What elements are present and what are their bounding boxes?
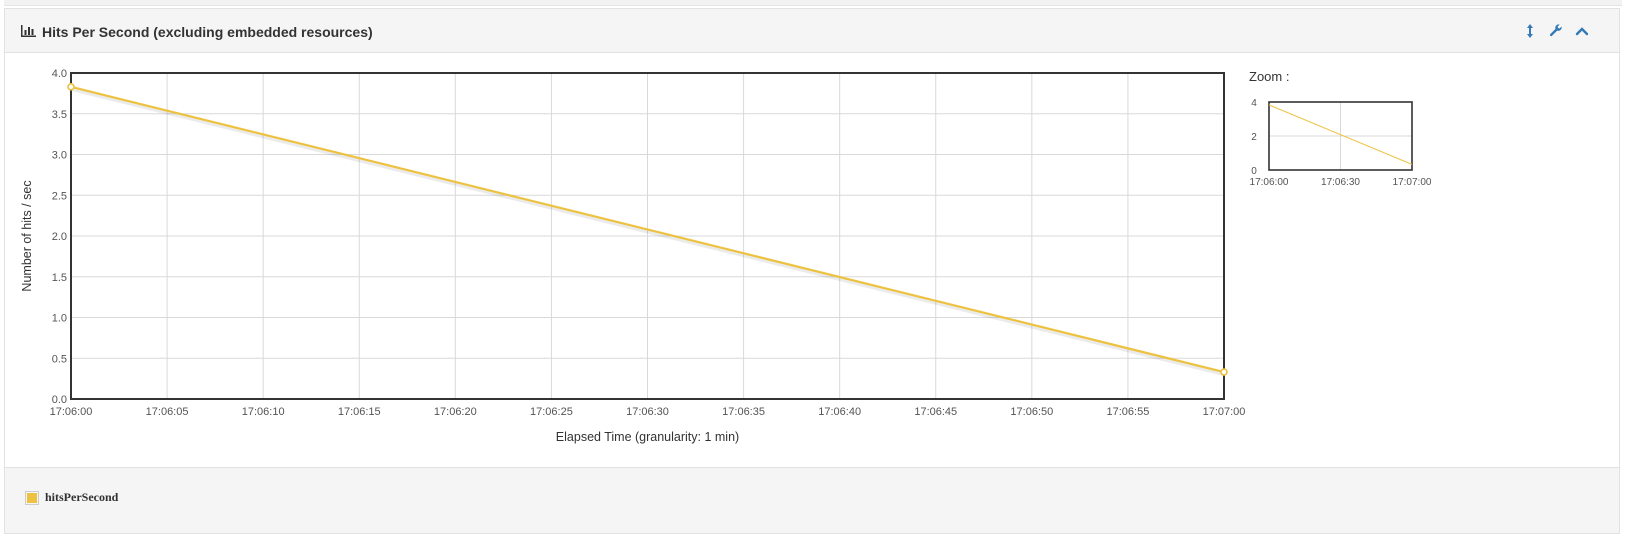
zoom-x-tick-label: 17:06:30 — [1321, 177, 1360, 188]
y-tick-label: 0.0 — [52, 394, 67, 406]
top-divider — [4, 0, 1622, 6]
y-tick-label: 2.5 — [52, 190, 67, 202]
y-tick-label: 2.0 — [52, 231, 67, 243]
series-line-hitsPerSecond — [70, 85, 1225, 374]
x-tick-label: 17:06:05 — [146, 406, 189, 418]
zoom-y-tick-label: 0 — [1251, 166, 1257, 177]
x-tick-label: 17:06:15 — [338, 406, 381, 418]
y-tick-label: 1.0 — [52, 313, 67, 325]
y-tick-label: 0.5 — [52, 353, 67, 365]
series-shadow — [70, 86, 1225, 377]
wrench-icon[interactable] — [1549, 23, 1563, 39]
hits-per-second-panel: Hits Per Second (excluding embedded reso… — [4, 8, 1620, 534]
x-tick-label: 17:06:50 — [1010, 406, 1053, 418]
x-tick-label: 17:06:10 — [242, 406, 285, 418]
legend-item-hitspersecond[interactable]: hitsPerSecond — [25, 490, 118, 505]
data-point — [1220, 368, 1228, 376]
x-tick-label: 17:07:00 — [1203, 406, 1246, 418]
main-chart[interactable]: 17:06:00 17:06:05 17:06:10 17:06:15 17:06:20… — [5, 54, 1621, 468]
x-tick-label: 17:06:30 — [626, 406, 669, 418]
legend-label: hitsPerSecond — [45, 490, 119, 504]
zoom-series-line — [1268, 104, 1413, 165]
y-tick-label: 3.5 — [52, 109, 67, 121]
x-tick-label: 17:06:00 — [50, 406, 93, 418]
x-tick-label: 17:06:35 — [722, 406, 765, 418]
data-point — [67, 83, 75, 91]
panel-header: Hits Per Second (excluding embedded reso… — [5, 9, 1619, 53]
zoom-y-tick-label: 2 — [1251, 132, 1257, 143]
y-tick-label: 1.5 — [52, 272, 67, 284]
zoom-border — [1268, 101, 1413, 171]
x-tick-label: 17:06:25 — [530, 406, 573, 418]
panel-title-text: Hits Per Second (excluding embedded reso… — [42, 24, 373, 40]
plot-border — [70, 72, 1225, 400]
zoom-y-tick-label: 4 — [1251, 98, 1257, 109]
y-tick-label: 4.0 — [52, 68, 67, 80]
zoom-x-tick-label: 17:07:00 — [1393, 177, 1432, 188]
x-tick-label: 17:06:55 — [1107, 406, 1150, 418]
x-tick-label: 17:06:45 — [914, 406, 957, 418]
panel-tools — [1523, 23, 1589, 39]
y-tick-label: 3.0 — [52, 150, 67, 162]
x-tick-label: 17:06:40 — [818, 406, 861, 418]
bar-chart-icon — [21, 24, 36, 40]
chevron-up-icon[interactable] — [1575, 23, 1589, 39]
y-axis-label: Number of hits / sec — [20, 180, 34, 291]
chart-area: 17:06:00 17:06:05 17:06:10 17:06:15 17:06:20… — [5, 54, 1619, 468]
legend-swatch — [25, 490, 39, 505]
x-axis-label: Elapsed Time (granularity: 1 min) — [556, 430, 739, 444]
panel-title: Hits Per Second (excluding embedded reso… — [21, 24, 373, 40]
x-tick-label: 17:06:20 — [434, 406, 477, 418]
zoom-x-tick-label: 17:06:00 — [1250, 177, 1289, 188]
zoom-label: Zoom : — [1249, 69, 1289, 84]
expand-vertical-icon[interactable] — [1523, 23, 1537, 39]
legend-bar: hitsPerSecond — [5, 467, 1619, 533]
